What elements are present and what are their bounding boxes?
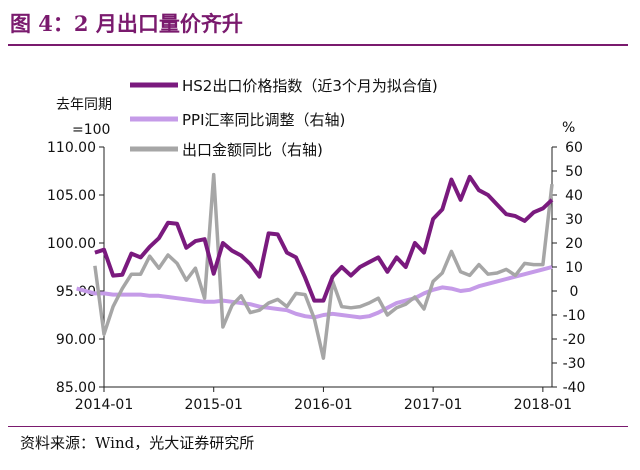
legend-label-ppi: PPI汇率同比调整（右轴) bbox=[182, 111, 345, 129]
left-tick-label: 90.00 bbox=[56, 332, 96, 348]
footer-divider bbox=[8, 426, 628, 427]
left-tick-label: 85.00 bbox=[56, 380, 96, 396]
right-tick-label: 0 bbox=[570, 284, 579, 300]
series-line-ppi bbox=[76, 265, 553, 320]
right-tick-label: 30 bbox=[565, 212, 583, 228]
x-tick-label: 2014-01 bbox=[75, 397, 134, 413]
x-tick-label: 2018-01 bbox=[514, 397, 573, 413]
x-tick-label: 2016-01 bbox=[294, 397, 353, 413]
left-tick-label: 95.00 bbox=[56, 284, 96, 300]
x-tick-label: 2015-01 bbox=[184, 397, 243, 413]
source-note: 资料来源：Wind，光大证券研究所 bbox=[20, 434, 255, 452]
series-layer bbox=[76, 172, 554, 360]
legend: HS2出口价格指数（近3个月为拟合值) PPI汇率同比调整（右轴) 出口金额同比… bbox=[130, 77, 438, 159]
x-ticks: 2014-01 2015-01 2016-01 2017-01 2018-01 bbox=[75, 387, 572, 413]
right-tick-label: -20 bbox=[563, 332, 586, 348]
legend-label-hs2: HS2出口价格指数（近3个月为拟合值) bbox=[182, 77, 438, 95]
right-tick-label: -40 bbox=[563, 380, 586, 396]
right-axis-unit: % bbox=[562, 120, 575, 136]
x-tick-label: 2017-01 bbox=[404, 397, 463, 413]
left-axis-label2: =100 bbox=[72, 122, 110, 138]
right-tick-label: 50 bbox=[565, 164, 583, 180]
right-tick-label: 60 bbox=[565, 140, 583, 156]
right-tick-label: 20 bbox=[565, 236, 583, 252]
title-divider bbox=[8, 44, 628, 46]
left-axis-label: 去年同期 bbox=[56, 97, 112, 113]
left-tick-label: 105.00 bbox=[47, 188, 96, 204]
legend-label-export: 出口金额同比（右轴) bbox=[182, 141, 323, 159]
figure-title: 图 4：2 月出口量价齐升 bbox=[10, 11, 243, 36]
right-tick-label: 10 bbox=[565, 260, 583, 276]
right-tick-label: -30 bbox=[563, 356, 586, 372]
left-tick-label: 110.00 bbox=[47, 140, 96, 156]
left-tick-label: 100.00 bbox=[47, 236, 96, 252]
right-ticks: -40 -30 -20 -10 0 10 20 30 40 50 60 bbox=[552, 140, 585, 396]
left-ticks: 85.00 90.00 95.00 100.00 105.00 110.00 bbox=[47, 140, 104, 396]
right-tick-label: -10 bbox=[563, 308, 586, 324]
series-line-export bbox=[93, 172, 554, 360]
right-tick-label: 40 bbox=[565, 188, 583, 204]
series-line-hs2 bbox=[94, 174, 554, 303]
